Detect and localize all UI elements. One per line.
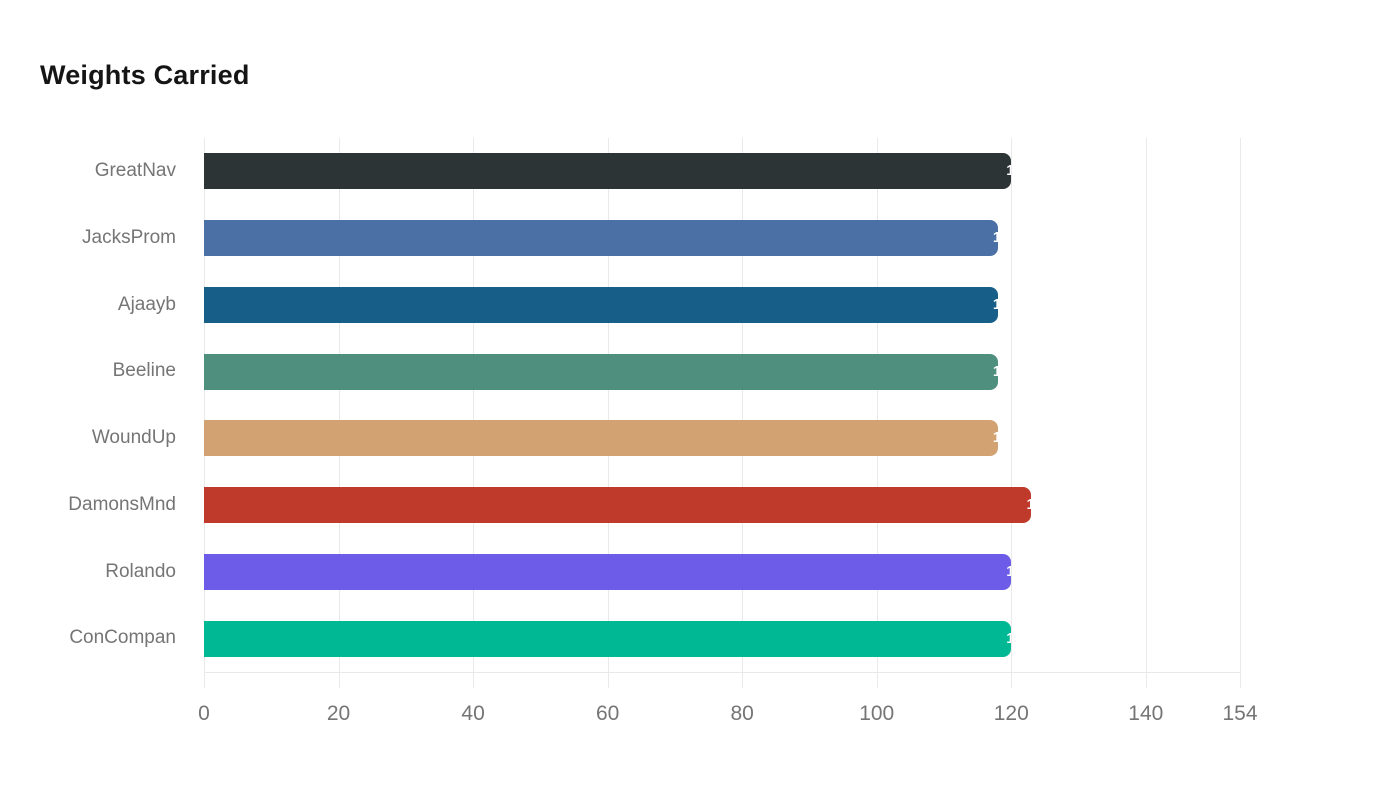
bar-Ajaayb: 118 (204, 286, 998, 323)
x-tick-label-100: 100 (859, 702, 895, 725)
bar-row-GreatNav: GreatNav 120 (95, 138, 1240, 205)
gridline-x-80 (742, 138, 744, 688)
gridline-x-40 (473, 138, 475, 688)
gridline-x-120 (1011, 138, 1013, 688)
gridline-x-154 (1240, 138, 1241, 688)
bar-GreatNav: 120 (204, 153, 1012, 190)
bar-Rolando: 120 (204, 553, 1012, 590)
bar-value-label-WoundUp: 118 (992, 429, 998, 447)
bar-row-Ajaayb: Ajaayb 118 (118, 272, 1240, 339)
category-label-DamonsMnd: DamonsMnd (68, 493, 176, 515)
gridline-x-140 (1145, 138, 1147, 688)
bar-value-label-Beeline: 118 (992, 362, 998, 380)
bar-row-Beeline: Beeline 118 (113, 338, 1240, 405)
bar-Beeline: 118 (204, 353, 998, 390)
bar-value-label-Ajaayb: 118 (992, 295, 998, 313)
bar-value-label-ConCompan: 120 (1006, 629, 1012, 647)
gridline-x-100 (876, 138, 878, 688)
chart-title: Weights Carried (40, 60, 250, 90)
gridline-x-0 (204, 138, 205, 688)
category-label-GreatNav: GreatNav (94, 160, 176, 181)
bar-value-label-Rolando: 120 (1006, 562, 1012, 580)
bar-ConCompan: 120 (204, 620, 1012, 657)
x-tick-label-140: 140 (1128, 702, 1164, 725)
bar-row-WoundUp: WoundUp 118 (92, 405, 1240, 472)
bar-JacksProm: 118 (204, 220, 998, 257)
x-tick-label-60: 60 (595, 702, 620, 725)
x-axis-baseline (204, 672, 1240, 673)
x-tick-label-120: 120 (993, 702, 1029, 725)
bar-row-JacksProm: JacksProm 118 (82, 205, 1240, 272)
x-tick-label-20: 20 (326, 702, 351, 725)
x-tick-label-80: 80 (730, 702, 754, 725)
bar-WoundUp: 118 (204, 420, 998, 457)
plot-area: GreatNav 120 JacksProm 118 Ajaayb 118 Beeline 1… (68, 138, 1258, 725)
bar-value-label-DamonsMnd: 123 (1026, 496, 1032, 514)
gridline-x-20 (338, 138, 340, 688)
category-label-ConCompan: ConCompan (69, 627, 176, 649)
category-label-Rolando: Rolando (105, 560, 176, 582)
x-tick-label-40: 40 (461, 702, 485, 725)
bar-row-DamonsMnd: DamonsMnd 123 (68, 472, 1240, 539)
x-tick-label-154: 154 (1222, 702, 1258, 725)
bar-DamonsMnd: 123 (204, 487, 1032, 524)
category-label-Beeline: Beeline (112, 360, 176, 382)
category-label-Ajaayb: Ajaayb (117, 293, 176, 315)
bar-row-Rolando: Rolando 120 (105, 539, 1240, 606)
bar-value-label-JacksProm: 118 (992, 229, 998, 247)
bar-value-label-GreatNav: 120 (1006, 162, 1012, 180)
category-label-JacksProm: JacksProm (82, 226, 176, 248)
x-tick-label-0: 0 (198, 702, 210, 725)
bar-row-ConCompan: ConCompan 120 (69, 605, 1240, 672)
gridline-x-60 (607, 138, 609, 688)
category-label-WoundUp: WoundUp (91, 427, 176, 448)
